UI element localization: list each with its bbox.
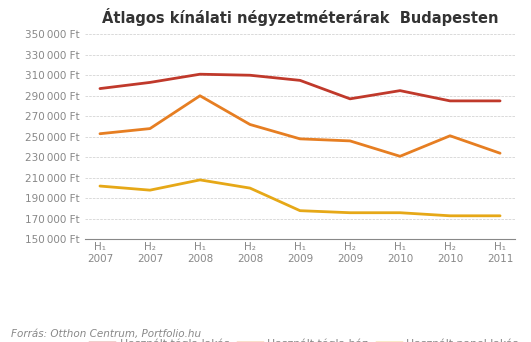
Text: Forrás: Otthon Centrum, Portfolio.hu: Forrás: Otthon Centrum, Portfolio.hu (11, 329, 201, 339)
Title: Átlagos kínálati négyzetméterárak  Budapesten: Átlagos kínálati négyzetméterárak Budape… (102, 8, 498, 26)
Legend: Használt tégla lakás, Használt tégla ház, Használt panel lakás: Használt tégla lakás, Használt tégla ház… (86, 334, 523, 342)
